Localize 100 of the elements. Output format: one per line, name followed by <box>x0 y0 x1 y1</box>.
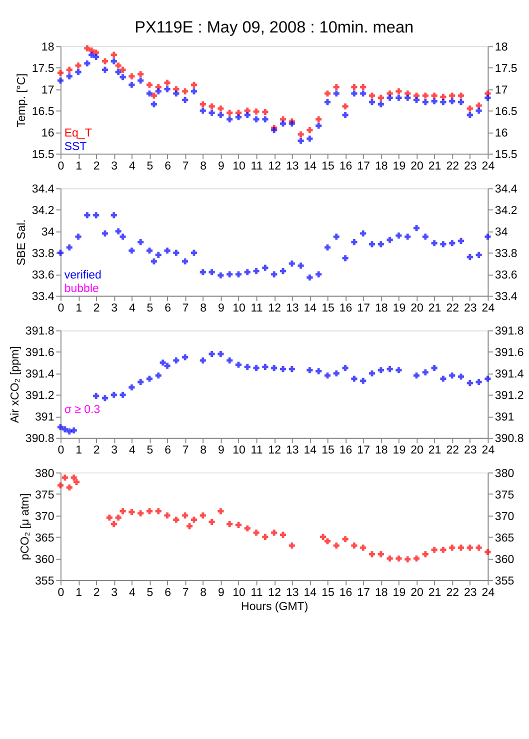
x-tick-label: 6 <box>164 444 171 457</box>
x-tick-label: 7 <box>182 444 189 457</box>
point <box>235 362 242 368</box>
point <box>271 364 278 372</box>
point <box>324 244 331 250</box>
point <box>333 370 340 376</box>
y2-tick-label: 17.5 <box>494 63 518 76</box>
point <box>396 94 402 101</box>
x-tick-label: 16 <box>339 586 352 599</box>
x-tick-label: 0 <box>58 160 64 173</box>
point <box>298 138 304 144</box>
x-tick-label: 5 <box>146 444 154 457</box>
x-tick-label: 3 <box>111 160 118 173</box>
point <box>386 236 393 243</box>
point <box>280 268 286 274</box>
point <box>484 548 491 556</box>
y-tick-label: 16 <box>41 128 54 140</box>
point <box>75 234 82 240</box>
point <box>102 395 108 402</box>
point <box>422 551 428 558</box>
point <box>244 269 250 276</box>
point <box>115 68 122 76</box>
point <box>378 94 384 101</box>
y2-tick-label: 17 <box>494 84 508 97</box>
point <box>458 238 464 244</box>
x-tick-label: 1 <box>76 586 82 599</box>
x-tick-label: 2 <box>93 444 100 457</box>
point <box>110 52 117 58</box>
y-axis-title: pCO₂ [μ atm] <box>19 493 32 560</box>
point <box>413 225 420 232</box>
point <box>128 248 135 254</box>
x-tick-label: 8 <box>200 586 207 599</box>
point <box>440 94 446 100</box>
point <box>476 252 482 258</box>
point <box>173 357 180 364</box>
point <box>164 512 170 518</box>
point <box>271 271 278 278</box>
y2-tick-label: 16 <box>494 128 508 140</box>
point <box>182 258 188 264</box>
point <box>84 212 90 218</box>
point <box>226 521 233 528</box>
point <box>70 474 77 481</box>
point <box>244 112 250 118</box>
x-tick-label: 3 <box>111 586 118 599</box>
y2-tick-label: 16.5 <box>494 106 518 118</box>
y-tick-label: 380 <box>35 468 54 480</box>
point <box>280 366 286 372</box>
x-tick-label: 22 <box>446 160 459 173</box>
y2-tick-label: 34.2 <box>494 205 518 218</box>
x-tick-label: 16 <box>339 444 352 457</box>
point <box>138 71 144 78</box>
y2-tick-label: 33.6 <box>494 270 518 282</box>
point <box>186 523 193 530</box>
point <box>262 264 268 271</box>
y2-tick-label: 380 <box>494 468 514 480</box>
y-axis-title: Temp. [°C] <box>16 73 28 128</box>
point <box>62 426 68 432</box>
x-tick-label: 21 <box>428 444 442 457</box>
x-tick-label: 19 <box>392 586 406 599</box>
y-tick-label: 375 <box>35 489 54 502</box>
y-tick-label: 391.6 <box>25 347 54 360</box>
point <box>271 127 278 134</box>
point <box>458 544 464 551</box>
x-tick-label: 9 <box>218 444 224 457</box>
point <box>226 110 233 116</box>
x-tick-label: 12 <box>268 302 281 315</box>
point <box>440 99 446 106</box>
point <box>150 258 157 264</box>
y-tick-label: 34.2 <box>32 205 54 218</box>
x-tick-label: 12 <box>268 160 281 173</box>
point <box>253 530 260 536</box>
x-tick-label: 20 <box>410 586 424 599</box>
point <box>298 262 304 269</box>
point <box>190 250 198 256</box>
point <box>288 260 295 267</box>
x-tick-label: 8 <box>200 302 207 315</box>
y-tick-label: 390.8 <box>25 433 54 446</box>
point <box>288 542 295 549</box>
point <box>458 99 464 106</box>
point <box>102 66 108 73</box>
point <box>128 82 135 88</box>
point <box>146 248 153 254</box>
x-tick-label: 5 <box>146 586 154 599</box>
point <box>306 367 313 374</box>
point <box>190 516 198 523</box>
point <box>173 250 180 256</box>
point <box>466 380 473 386</box>
point <box>66 484 72 491</box>
x-tick-label: 11 <box>250 586 263 599</box>
y-tick-label: 17.5 <box>32 63 54 76</box>
point <box>422 99 428 106</box>
x-tick-label: 7 <box>182 586 189 599</box>
point <box>440 546 446 553</box>
x-tick-label: 3 <box>111 302 118 315</box>
point <box>378 367 384 374</box>
x-tick-label: 17 <box>357 586 370 599</box>
point <box>57 250 64 256</box>
point <box>396 367 402 374</box>
point <box>164 362 170 369</box>
point <box>422 369 428 376</box>
